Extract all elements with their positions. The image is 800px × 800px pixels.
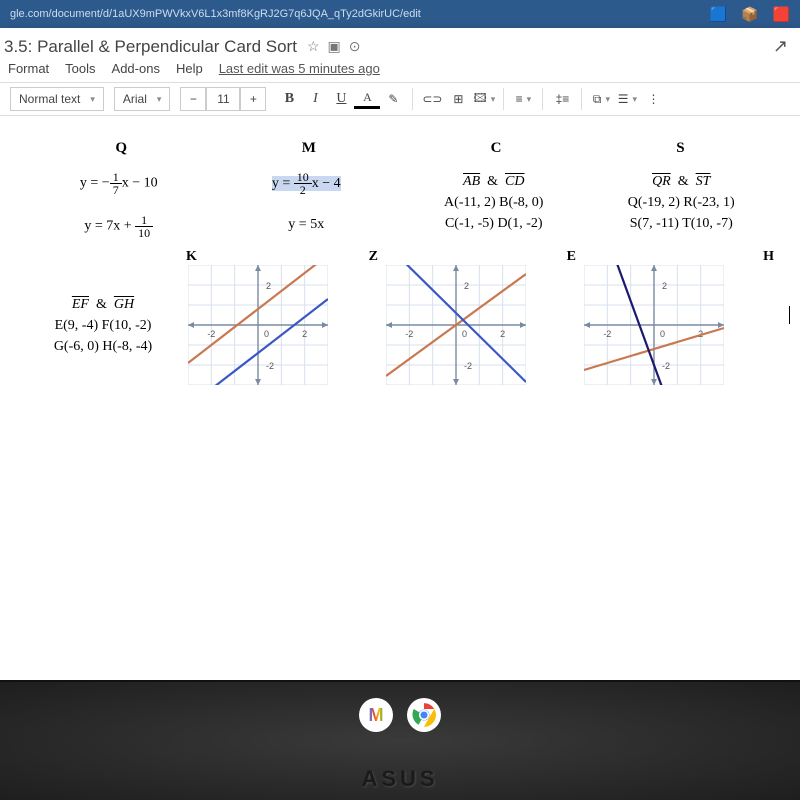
title-row: 3.5: Parallel & Perpendicular Card Sort …: [0, 28, 800, 59]
underline-button[interactable]: U: [328, 87, 354, 111]
bold-button[interactable]: B: [276, 87, 302, 111]
move-icon[interactable]: ▣: [328, 38, 341, 55]
label-C: C: [491, 140, 502, 157]
svg-text:2: 2: [266, 281, 271, 291]
svg-text:0: 0: [462, 329, 467, 339]
cloud-icon[interactable]: ⊙: [349, 38, 361, 55]
more-icon[interactable]: ⋮: [640, 87, 666, 111]
graph-K: -2 2 2 -2 0: [188, 265, 328, 385]
graph-Z-wrap: -222-20 E: [386, 265, 574, 385]
svg-text:-2: -2: [266, 361, 274, 371]
card-C: AB & CD A(-11, 2) B(-8, 0) C(-1, -5) D(1…: [403, 171, 585, 239]
card-EFGH: EF & GH E(9, -4) F(10, -2) G(-6, 0) H(-8…: [28, 294, 178, 357]
font-decrease[interactable]: −: [180, 87, 206, 111]
label-K: K: [186, 249, 197, 265]
label-S: S: [676, 140, 684, 157]
activity-icon[interactable]: ↗: [773, 36, 788, 57]
italic-button[interactable]: I: [302, 87, 328, 111]
star-icon[interactable]: ☆: [307, 38, 320, 55]
label-Q: Q: [115, 140, 127, 157]
svg-text:-2: -2: [405, 329, 413, 339]
menubar: Format Tools Add-ons Help Last edit was …: [0, 59, 800, 83]
extension-icons[interactable]: 🟦 📦 🟥: [710, 6, 790, 23]
gmail-icon[interactable]: M: [359, 698, 393, 732]
comment-icon[interactable]: ⊞: [445, 87, 471, 111]
toolbar: Normal text Arial − 11 + B I U A ✎ ⊂⊃ ⊞ …: [0, 83, 800, 116]
chrome-icon[interactable]: [407, 698, 441, 732]
google-doc-window: 3.5: Parallel & Perpendicular Card Sort …: [0, 28, 800, 698]
font-increase[interactable]: +: [240, 87, 266, 111]
font-select[interactable]: Arial: [114, 87, 171, 111]
svg-text:0: 0: [660, 329, 665, 339]
ext-icon-2[interactable]: 📦: [741, 6, 758, 23]
cards-row-2: EF & GH E(9, -4) F(10, -2) G(-6, 0) H(-8…: [28, 265, 772, 385]
svg-text:-2: -2: [603, 329, 611, 339]
ext-icon-1[interactable]: 🟦: [710, 6, 727, 23]
doc-title[interactable]: 3.5: Parallel & Perpendicular Card Sort: [4, 37, 297, 57]
svg-text:2: 2: [500, 329, 505, 339]
line-spacing-icon[interactable]: ‡≡: [549, 87, 575, 111]
graph-K-wrap: K -222-20 Z: [188, 265, 376, 385]
svg-text:2: 2: [302, 329, 307, 339]
numbered-list-icon[interactable]: ⧉: [588, 87, 614, 111]
browser-url-bar: gle.com/document/d/1aUX9mPWVkxV6L1x3mf8K…: [0, 0, 800, 28]
graph-E-wrap: -222-20 H: [584, 265, 772, 385]
title-icons: ☆ ▣ ⊙: [307, 38, 361, 55]
page-content: Q M C S y = −17x − 10 y = 7x + 110 y = 1…: [0, 116, 800, 698]
svg-text:2: 2: [662, 281, 667, 291]
label-E: E: [567, 249, 576, 265]
label-Z: Z: [369, 249, 378, 265]
graph-Z: -2 2 2 -2 0: [386, 265, 526, 385]
url-text: gle.com/document/d/1aUX9mPWVkxV6L1x3mf8K…: [10, 8, 710, 20]
text-cursor: [789, 306, 790, 324]
svg-text:-2: -2: [464, 361, 472, 371]
laptop-brand: ASUS: [0, 766, 800, 792]
svg-text:2: 2: [464, 281, 469, 291]
menu-format[interactable]: Format: [8, 61, 49, 76]
menu-help[interactable]: Help: [176, 61, 203, 76]
font-size[interactable]: 11: [206, 87, 240, 111]
link-icon[interactable]: ⊂⊃: [419, 87, 445, 111]
align-icon[interactable]: ≡: [510, 87, 536, 111]
card-S: QR & ST Q(-19, 2) R(-23, 1) S(7, -11) T(…: [591, 171, 773, 239]
svg-text:-2: -2: [662, 361, 670, 371]
label-M: M: [302, 140, 316, 157]
style-select[interactable]: Normal text: [10, 87, 104, 111]
highlight-icon[interactable]: ✎: [380, 87, 406, 111]
svg-text:-2: -2: [207, 329, 215, 339]
bulleted-list-icon[interactable]: ☰: [614, 87, 640, 111]
last-edit[interactable]: Last edit was 5 minutes ago: [219, 61, 380, 76]
menu-addons[interactable]: Add-ons: [112, 61, 160, 76]
cards-row-1: y = −17x − 10 y = 7x + 110 y = 102x − 4 …: [28, 171, 772, 239]
svg-text:0: 0: [264, 329, 269, 339]
taskbar: M: [0, 688, 800, 742]
menu-tools[interactable]: Tools: [65, 61, 95, 76]
card-Q: y = −17x − 10 y = 7x + 110: [28, 171, 210, 239]
image-icon[interactable]: 🖾: [471, 87, 497, 111]
label-H: H: [763, 249, 774, 265]
text-color[interactable]: A: [354, 89, 380, 109]
graph-E: -222-20: [584, 265, 724, 385]
header-labels: Q M C S: [28, 140, 772, 157]
ext-icon-3[interactable]: 🟥: [773, 6, 790, 23]
card-M: y = 102x − 4 y = 5x: [216, 171, 398, 239]
